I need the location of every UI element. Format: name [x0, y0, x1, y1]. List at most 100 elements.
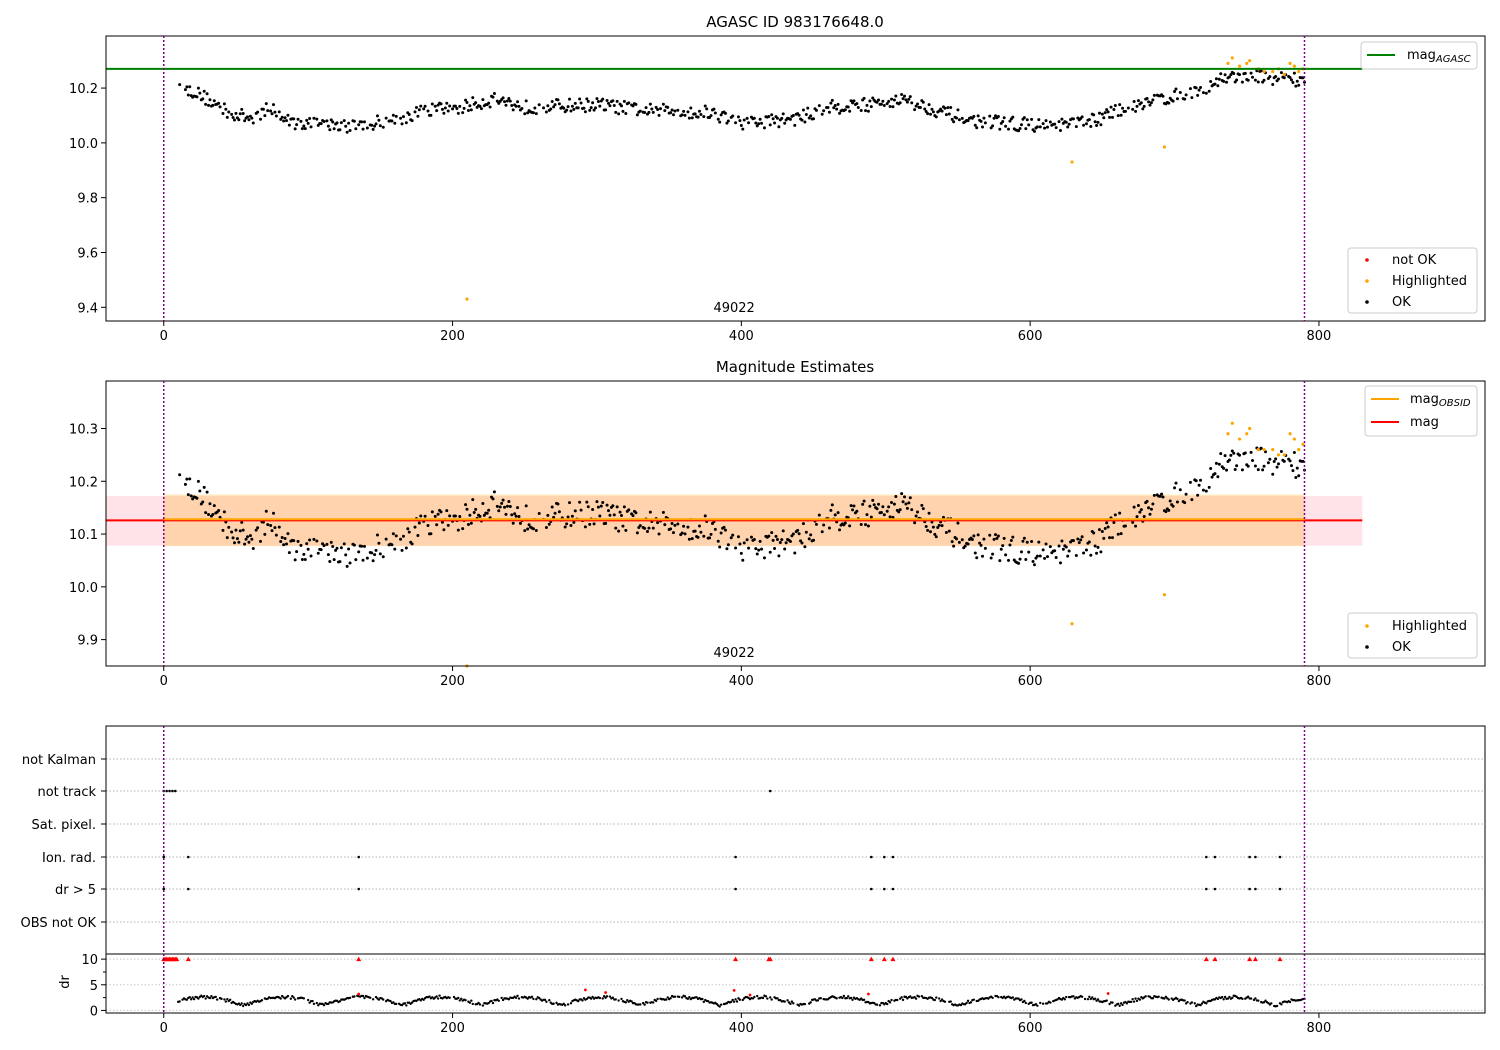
ok-point	[1118, 103, 1122, 107]
highlighted-point	[1070, 160, 1074, 164]
ok-point	[345, 130, 349, 134]
ok-point	[406, 527, 410, 531]
legend-label: mag	[1407, 48, 1436, 63]
obsid-label: 49022	[713, 301, 754, 316]
y-tick-label: 9.6	[77, 246, 98, 261]
dr-point	[507, 998, 511, 1001]
ok-point	[595, 97, 599, 101]
ok-point	[274, 114, 278, 118]
ok-point	[235, 537, 239, 541]
highlighted-point	[1226, 432, 1230, 436]
ok-point	[1188, 87, 1192, 91]
flag-point	[1205, 887, 1208, 891]
ok-point	[760, 547, 764, 551]
dr-point	[1193, 1002, 1196, 1005]
ok-point	[1141, 107, 1145, 111]
y-tick-label: 10.2	[69, 475, 98, 490]
ok-point	[370, 551, 374, 555]
dr-point	[943, 1000, 947, 1003]
ok-point	[729, 536, 733, 540]
dr-point	[202, 994, 206, 998]
ok-point	[920, 503, 924, 507]
dr-panel: 0 200 400 600 800 0 5 10 dr	[58, 953, 1486, 1036]
dr-point	[247, 1003, 251, 1007]
legend-subscript: AGASC	[1435, 54, 1471, 65]
ok-point	[731, 114, 735, 118]
ok-point	[859, 522, 863, 526]
obsid-label: 49022	[713, 646, 754, 661]
ok-point	[914, 514, 918, 518]
ok-point	[468, 104, 472, 108]
ok-point	[944, 113, 948, 117]
ok-point	[204, 511, 208, 515]
dr-point	[1262, 1001, 1266, 1004]
ok-point	[1230, 449, 1234, 453]
ok-point	[221, 528, 225, 532]
ok-point	[1246, 464, 1250, 468]
ok-point	[1142, 104, 1146, 108]
ok-point	[1095, 551, 1099, 555]
ok-point	[1037, 118, 1041, 122]
ok-point	[436, 512, 440, 516]
ok-point	[481, 501, 485, 505]
x-tick-label: 0	[160, 329, 168, 344]
ok-point	[1249, 71, 1253, 75]
flag-point	[1205, 855, 1208, 859]
dr-point	[809, 1001, 812, 1004]
ok-point	[1268, 457, 1272, 461]
ok-point	[803, 545, 807, 549]
ok-point	[793, 123, 797, 127]
dr-point	[188, 995, 191, 999]
dr-capped-marker	[1203, 956, 1209, 962]
y-tick-label: 10.1	[69, 528, 98, 543]
ok-point	[423, 514, 427, 518]
ok-point	[273, 110, 277, 114]
ok-point	[607, 101, 611, 105]
dr-point	[851, 998, 854, 1002]
ok-point	[360, 120, 364, 124]
ok-point	[1066, 125, 1070, 129]
dr-point	[317, 1004, 320, 1007]
ok-point	[1044, 119, 1048, 123]
dr-point	[491, 1001, 495, 1005]
dr-point	[1119, 1002, 1123, 1005]
highlighted-point	[1162, 145, 1167, 149]
ok-point	[429, 532, 433, 536]
dr-point	[1049, 1001, 1052, 1004]
ok-point	[1006, 127, 1010, 131]
ok-point	[586, 505, 590, 509]
x-tick-label: 800	[1307, 674, 1332, 689]
ok-point	[752, 116, 756, 120]
ok-point	[331, 545, 335, 549]
dr-point	[1222, 998, 1225, 1001]
dr-point	[403, 1002, 407, 1005]
ok-point	[1253, 464, 1257, 468]
ok-point	[417, 108, 421, 112]
ok-point	[1108, 536, 1112, 540]
ok-point	[1011, 115, 1015, 119]
ok-point	[988, 533, 992, 537]
ok-point	[801, 108, 805, 112]
ok-point	[250, 116, 254, 120]
ok-point	[205, 92, 209, 96]
ok-point	[956, 521, 960, 525]
ok-point	[461, 527, 465, 531]
ok-point	[344, 124, 348, 128]
dr-capped-marker	[733, 956, 739, 962]
ok-point	[588, 522, 592, 526]
ok-point	[693, 112, 697, 116]
ok-point	[670, 522, 674, 526]
ok-point	[871, 498, 875, 502]
ok-point	[381, 125, 385, 129]
ok-point	[1233, 467, 1237, 471]
ok-point	[690, 116, 694, 120]
ok-point	[423, 104, 427, 108]
ok-point	[1116, 532, 1120, 536]
dr-point	[764, 995, 768, 998]
ok-point	[1229, 73, 1233, 77]
ok-point	[621, 109, 625, 113]
panel-title: AGASC ID 983176648.0	[706, 13, 884, 31]
ok-point	[237, 118, 241, 122]
dr-point	[1223, 995, 1227, 999]
ok-point	[783, 121, 787, 125]
